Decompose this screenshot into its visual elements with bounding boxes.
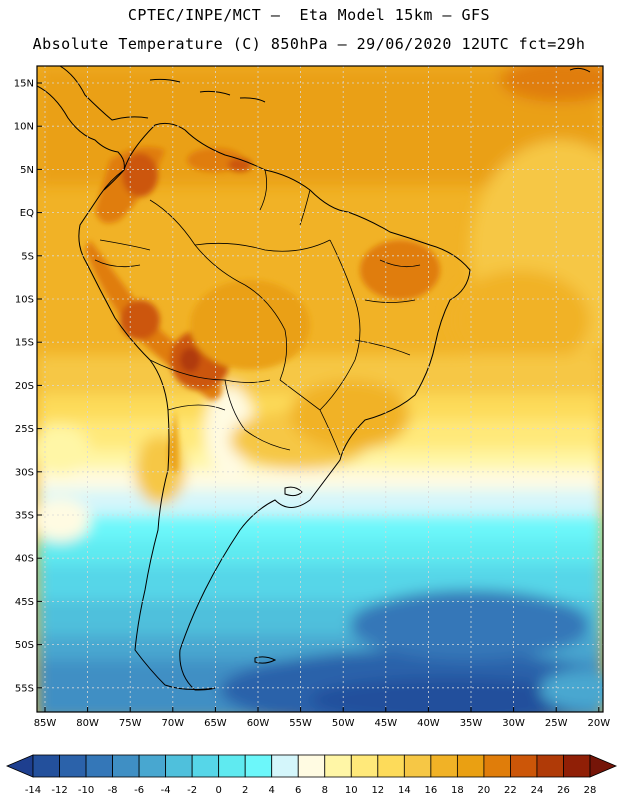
colorbar-box	[510, 754, 538, 778]
colorbar-box	[59, 754, 87, 778]
colorbar-box	[138, 754, 167, 778]
lon-label: 70W	[161, 718, 184, 729]
colorbar-box	[32, 754, 60, 778]
lon-label: 25W	[545, 718, 568, 729]
lon-label: 60W	[247, 718, 270, 729]
lat-label: 50S	[15, 640, 34, 651]
colorbar-box	[377, 754, 405, 778]
latitude-labels: 15N 10N 5N EQ 5S 10S 15S 20S 25S 30S 35S 40S 45S 50S 5…	[14, 79, 34, 695]
colorbar-label: 18	[451, 785, 464, 796]
colorbar-label: -12	[51, 785, 67, 796]
lon-label: 50W	[332, 718, 355, 729]
lon-label: 35W	[460, 718, 483, 729]
lon-label: 85W	[34, 718, 57, 729]
colorbar-label: -2	[187, 785, 197, 796]
colorbar-min-arrow	[5, 754, 34, 778]
colorbar-box	[165, 754, 193, 778]
map-frame	[36, 65, 604, 713]
temperature-field	[37, 66, 603, 712]
colorbar-box	[483, 754, 511, 778]
lat-label: 20S	[15, 381, 34, 392]
colorbar-label: 20	[478, 785, 491, 796]
colorbar-label: 2	[242, 785, 248, 796]
lon-label: 55W	[289, 718, 312, 729]
lon-label: 30W	[502, 718, 525, 729]
colorbar-box	[536, 754, 564, 778]
colorbar-label: 24	[531, 785, 544, 796]
colorbar-label: 14	[398, 785, 411, 796]
colorbar-label: -4	[161, 785, 171, 796]
lat-label: 5N	[20, 165, 34, 176]
colorbar-box	[324, 754, 352, 778]
graticule	[37, 66, 603, 712]
colorbar-label: 12	[371, 785, 384, 796]
map-title: CPTEC/INPE/MCT – Eta Model 15km – GFS	[127, 6, 491, 24]
colorbar-box	[456, 754, 485, 778]
lon-label: 20W	[587, 718, 610, 729]
lat-label: 30S	[15, 467, 34, 478]
lat-label: 10S	[15, 295, 34, 306]
lon-label: 65W	[204, 718, 227, 729]
lat-label: 15N	[14, 79, 34, 90]
colorbar-box	[563, 754, 591, 778]
lat-label: EQ	[20, 208, 34, 219]
colorbar-box	[191, 754, 220, 778]
coastlines	[37, 66, 591, 691]
colorbar-box	[403, 754, 432, 778]
lon-label: 75W	[119, 718, 142, 729]
colorbar-label: -6	[134, 785, 144, 796]
colorbar-label: -8	[108, 785, 118, 796]
colorbar-box	[271, 754, 299, 778]
lon-label: 80W	[76, 718, 99, 729]
colorbar-label: 0	[215, 785, 221, 796]
lat-label: 40S	[15, 554, 34, 565]
colorbar-label: 6	[295, 785, 301, 796]
colorbar-box	[350, 754, 379, 778]
colorbar-box	[297, 754, 326, 778]
lat-label: 5S	[21, 251, 34, 262]
lat-label: 35S	[15, 511, 34, 522]
colorbar-labels: -14 -12 -10 -8 -6 -4 -2 0 2 4 6 8 10 12 14 16 18 20 22 24 26…	[25, 785, 597, 796]
colorbar-label: 4	[269, 785, 275, 796]
colorbar-box	[244, 754, 273, 778]
colorbar-label: 28	[584, 785, 597, 796]
colorbar-label: -14	[25, 785, 41, 796]
colorbar-box	[430, 754, 458, 778]
lat-label: 25S	[15, 424, 34, 435]
colorbar-box	[112, 754, 140, 778]
map-subtitle: Absolute Temperature (C) 850hPa – 29/06/…	[32, 35, 586, 53]
colorbar	[5, 754, 618, 778]
colorbar-box	[218, 754, 246, 778]
lat-label: 15S	[15, 338, 34, 349]
colorbar-label: 26	[557, 785, 570, 796]
lat-label: 10N	[14, 122, 34, 133]
lat-label: 45S	[15, 597, 34, 608]
colorbar-max-arrow	[589, 754, 618, 778]
colorbar-label: 10	[345, 785, 358, 796]
lat-label: 55S	[15, 683, 34, 694]
longitude-labels: 85W 80W 75W 70W 65W 60W 55W 50W 45W 40W 35W 30W 25W 2…	[34, 718, 611, 729]
colorbar-label: -10	[78, 785, 94, 796]
colorbar-label: 16	[424, 785, 437, 796]
colorbar-label: 22	[504, 785, 517, 796]
colorbar-label: 8	[322, 785, 328, 796]
colorbar-box	[85, 754, 113, 778]
lon-label: 40W	[417, 718, 440, 729]
lon-label: 45W	[374, 718, 397, 729]
